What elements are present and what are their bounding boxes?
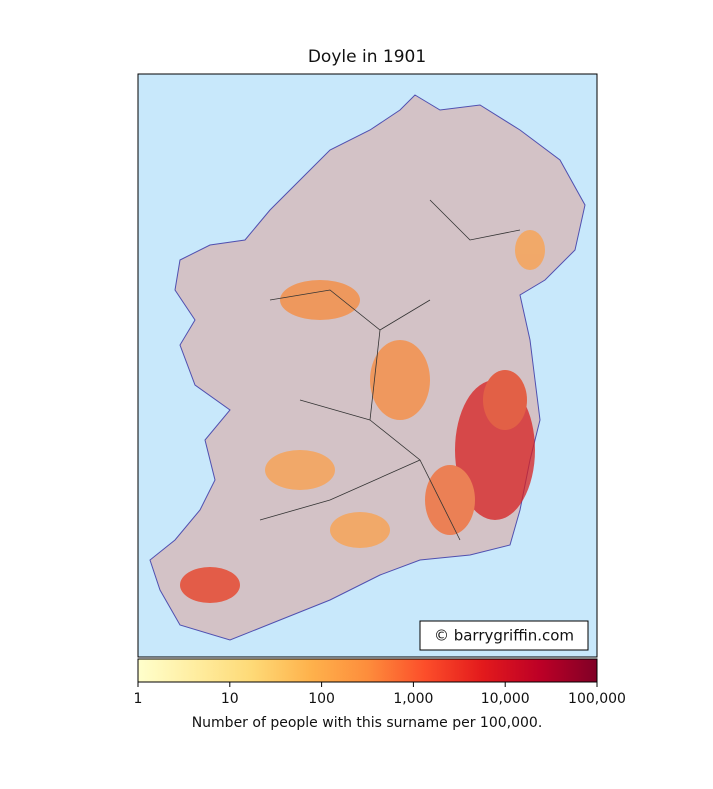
county-borders	[259, 199, 521, 541]
colorbar	[137, 658, 598, 683]
credit: © barrygriffin.com	[434, 627, 574, 645]
colorbar-label: Number of people with this surname per 1…	[192, 715, 543, 731]
surname-patches	[180, 230, 545, 603]
colorbar-tick-label: 10	[221, 691, 239, 707]
colorbar-tick-label: 100	[308, 691, 335, 707]
map-title: Doyle in 1901	[308, 47, 426, 67]
colorbar-tick-label: 100,000	[568, 691, 626, 707]
colorbar-tick-label: 1	[134, 691, 143, 707]
colorbar-tick-label: 1,000	[393, 691, 433, 707]
colorbar-tick-label: 10,000	[481, 691, 530, 707]
map	[149, 94, 586, 641]
credit-box	[419, 620, 589, 651]
